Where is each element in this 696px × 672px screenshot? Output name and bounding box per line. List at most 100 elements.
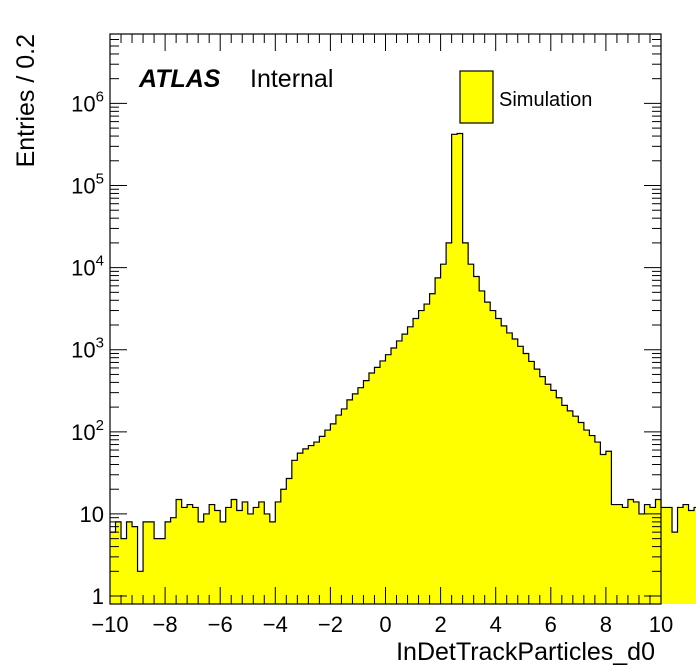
histogram-bars bbox=[110, 133, 696, 605]
histogram-bar bbox=[225, 507, 232, 604]
histogram-bar bbox=[556, 397, 563, 604]
histogram-bar bbox=[672, 532, 678, 604]
histogram-bar bbox=[539, 376, 546, 604]
histogram-bar bbox=[192, 507, 199, 604]
histogram-bar bbox=[633, 501, 640, 604]
histogram-bar bbox=[583, 430, 590, 604]
histogram-bar bbox=[523, 353, 530, 604]
y-tick-label: 103 bbox=[71, 335, 104, 363]
histogram-bar bbox=[242, 501, 249, 604]
y-tick-label: 1 bbox=[92, 584, 104, 609]
histogram-bar bbox=[688, 510, 695, 604]
x-axis-ticks bbox=[109, 34, 662, 604]
histogram-bar bbox=[253, 507, 260, 604]
legend-swatch bbox=[459, 70, 494, 124]
histogram-bar bbox=[297, 453, 304, 604]
histogram-bar bbox=[391, 347, 397, 604]
histogram-bar bbox=[407, 326, 414, 604]
histogram-bar bbox=[545, 384, 552, 604]
x-tick-label: 8 bbox=[600, 612, 612, 637]
histogram-bar bbox=[512, 339, 519, 604]
histogram-bar bbox=[638, 513, 645, 604]
histogram-bar bbox=[506, 332, 513, 604]
histogram-bar bbox=[357, 387, 364, 604]
histogram-bar bbox=[622, 507, 629, 604]
histogram-bar bbox=[176, 499, 183, 604]
x-tick-label: 10 bbox=[649, 612, 673, 637]
histogram-bar bbox=[479, 290, 486, 604]
histogram-bar bbox=[655, 499, 662, 604]
histogram-bar bbox=[181, 507, 188, 604]
histogram-bar bbox=[435, 277, 441, 604]
x-tick-label: −4 bbox=[263, 612, 288, 637]
histogram-bar bbox=[589, 435, 596, 604]
histogram-bar bbox=[484, 302, 491, 604]
histogram-bar bbox=[363, 380, 370, 604]
atlas-sublabel: Internal bbox=[250, 65, 333, 93]
histogram-bar bbox=[385, 354, 392, 604]
histogram-bar bbox=[490, 310, 497, 604]
histogram-bar bbox=[170, 517, 177, 604]
histogram-bar bbox=[165, 521, 172, 604]
atlas-label: ATLAS bbox=[138, 65, 221, 93]
histogram-bar bbox=[209, 504, 216, 604]
histogram-bar bbox=[605, 451, 612, 604]
histogram-bar bbox=[550, 390, 557, 604]
histogram-bar bbox=[269, 521, 276, 604]
histogram-bar bbox=[528, 361, 535, 604]
x-tick-label: 2 bbox=[434, 612, 446, 637]
histogram-bar bbox=[616, 504, 623, 604]
histogram-bar bbox=[440, 264, 447, 604]
histogram-bar bbox=[649, 507, 656, 604]
histogram-bar bbox=[561, 405, 568, 604]
histogram-bar bbox=[236, 510, 243, 604]
histogram-bar bbox=[413, 318, 419, 604]
histogram-bar bbox=[115, 521, 122, 604]
histogram-bar bbox=[517, 346, 524, 604]
histogram-bar bbox=[214, 510, 221, 604]
histogram-bar bbox=[143, 521, 149, 604]
histogram-bar bbox=[677, 507, 684, 604]
histogram-bar bbox=[468, 264, 475, 604]
x-tick-label: 0 bbox=[379, 612, 391, 637]
x-tick-label: 6 bbox=[545, 612, 557, 637]
y-axis-title: Entries / 0.2 bbox=[12, 34, 40, 167]
histogram-bar bbox=[346, 399, 353, 604]
histogram-bar bbox=[231, 499, 238, 604]
x-tick-label: −2 bbox=[318, 612, 343, 637]
x-tick-label: −10 bbox=[91, 612, 128, 637]
x-tick-label: −8 bbox=[153, 612, 178, 637]
histogram-bar bbox=[451, 134, 458, 605]
histogram-bar bbox=[198, 521, 205, 604]
histogram-bar bbox=[335, 415, 342, 604]
x-axis-title: InDetTrackParticles_d0 bbox=[396, 638, 655, 666]
histogram-bar bbox=[286, 478, 293, 604]
histogram-bar bbox=[126, 521, 133, 604]
histogram-bar bbox=[374, 367, 381, 604]
histogram-bar bbox=[308, 445, 315, 604]
x-tick-label: 4 bbox=[490, 612, 502, 637]
histogram-bar bbox=[446, 242, 453, 605]
x-tick-label: −6 bbox=[208, 612, 233, 637]
y-tick-label: 106 bbox=[71, 88, 104, 116]
histogram-bar bbox=[330, 423, 337, 604]
histogram-bar bbox=[611, 504, 618, 604]
histogram-bar bbox=[396, 340, 403, 604]
histogram-bar bbox=[148, 521, 155, 604]
histogram-bar bbox=[121, 538, 127, 604]
y-tick-label: 102 bbox=[71, 417, 104, 445]
histogram-bar bbox=[578, 422, 585, 604]
histogram-bar bbox=[402, 334, 408, 604]
histogram-bar bbox=[594, 442, 601, 604]
x-tick-labels: −10 −8 −6 −4 −2 0 2 4 6 8 10 bbox=[91, 612, 673, 637]
histogram-bar bbox=[203, 513, 210, 604]
histogram-bar bbox=[429, 293, 436, 604]
histogram-bar bbox=[627, 499, 634, 604]
histogram-bar bbox=[291, 460, 298, 604]
histogram-bar bbox=[275, 501, 282, 604]
histogram-bar bbox=[572, 416, 579, 604]
histogram-bar bbox=[457, 133, 464, 604]
legend-label: Simulation bbox=[499, 89, 592, 111]
histogram-bar bbox=[313, 442, 320, 604]
